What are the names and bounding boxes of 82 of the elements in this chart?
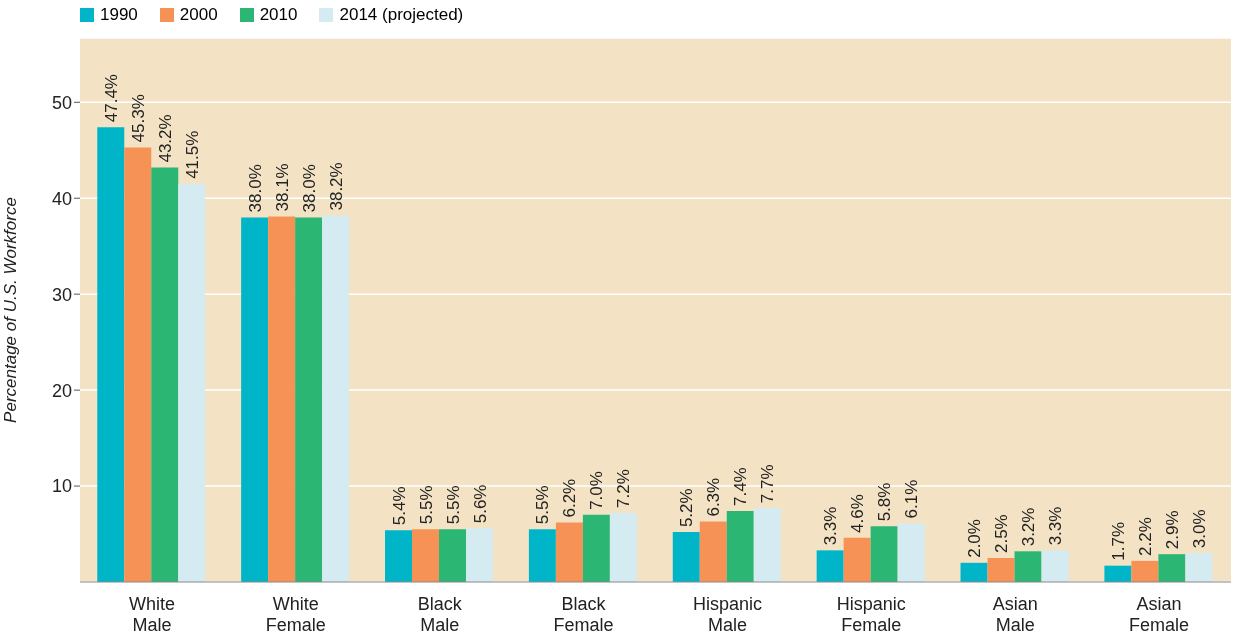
data-label: 5.5% — [533, 485, 553, 525]
data-label: 7.4% — [731, 467, 751, 506]
bar — [1185, 553, 1213, 582]
y-tick-label: 40 — [51, 188, 72, 209]
bar — [870, 526, 898, 582]
data-label: 7.0% — [587, 471, 607, 510]
legend-label: 2014 (projected) — [339, 5, 464, 25]
bar — [385, 530, 413, 582]
bar — [295, 217, 323, 582]
data-label: 2.2% — [1135, 517, 1155, 556]
bar — [555, 522, 583, 582]
data-label: 7.7% — [758, 464, 778, 504]
bar — [241, 217, 269, 582]
data-label: 5.5% — [416, 485, 436, 525]
bar — [412, 529, 440, 582]
x-tick-label: Hispanic Female — [836, 594, 906, 635]
data-label: 3.0% — [1189, 509, 1209, 549]
data-label: 3.2% — [1019, 507, 1039, 547]
bar — [151, 167, 179, 582]
bar — [753, 508, 781, 582]
bar — [582, 514, 610, 582]
data-label: 7.2% — [614, 469, 634, 508]
y-axis-title: Percentage of U.S. Workforce — [1, 197, 21, 423]
bar — [816, 550, 844, 582]
data-label: 1.7% — [1108, 521, 1128, 561]
data-label: 41.5% — [182, 130, 202, 179]
bar — [699, 521, 727, 582]
data-label: 38.0% — [299, 164, 319, 213]
data-label: 5.6% — [470, 484, 490, 524]
data-label: 38.0% — [245, 164, 265, 213]
bar — [1158, 554, 1186, 582]
bar — [268, 216, 296, 582]
x-tick-label: White Male — [128, 594, 175, 635]
data-label: 2.9% — [1162, 510, 1182, 550]
bar — [322, 215, 350, 582]
data-label: 43.2% — [155, 114, 175, 163]
bar — [1014, 551, 1042, 582]
x-tick-label: Asian Female — [1129, 594, 1190, 635]
data-label: 2.5% — [992, 514, 1012, 554]
bar — [466, 528, 494, 582]
bar — [960, 562, 988, 582]
data-label: 5.2% — [677, 488, 697, 528]
y-tick-label: 10 — [51, 476, 72, 497]
bar — [439, 529, 467, 582]
x-tick-label: Black Female — [553, 594, 614, 635]
bar — [124, 147, 152, 582]
data-label: 6.1% — [902, 479, 922, 519]
data-label: 2.0% — [965, 519, 985, 558]
data-label: 6.2% — [560, 478, 580, 518]
data-label: 3.3% — [1046, 506, 1066, 546]
bar — [897, 523, 925, 582]
bar — [609, 512, 637, 582]
x-tick-label: Hispanic Male — [692, 594, 762, 635]
bar — [672, 532, 700, 582]
data-label: 4.6% — [848, 494, 868, 533]
data-label: 3.3% — [821, 506, 841, 546]
data-label: 5.8% — [875, 482, 895, 522]
bar — [1041, 550, 1069, 582]
data-label: 47.4% — [101, 74, 121, 123]
bar — [1104, 565, 1132, 582]
data-label: 5.4% — [389, 486, 409, 526]
legend-label: 2000 — [179, 5, 218, 25]
bar — [97, 127, 125, 582]
data-label: 38.2% — [326, 162, 346, 211]
bar — [726, 511, 754, 582]
data-label: 38.1% — [272, 163, 292, 212]
bar — [528, 529, 556, 582]
data-label: 45.3% — [128, 94, 148, 143]
y-tick-label: 30 — [51, 284, 72, 305]
legend-label: 1990 — [100, 5, 138, 25]
x-tick-label: White Female — [265, 594, 326, 635]
x-tick-label: Asian Male — [992, 594, 1038, 635]
data-label: 6.3% — [704, 477, 724, 517]
bar — [843, 537, 871, 582]
bar — [987, 558, 1015, 582]
bar — [178, 183, 206, 582]
legend-label: 2010 — [259, 5, 298, 25]
y-tick-label: 50 — [51, 92, 72, 113]
y-tick-label: 20 — [51, 380, 72, 401]
data-label: 5.5% — [443, 485, 463, 525]
bar — [1131, 560, 1159, 582]
x-tick-label: Black Male — [417, 594, 463, 635]
